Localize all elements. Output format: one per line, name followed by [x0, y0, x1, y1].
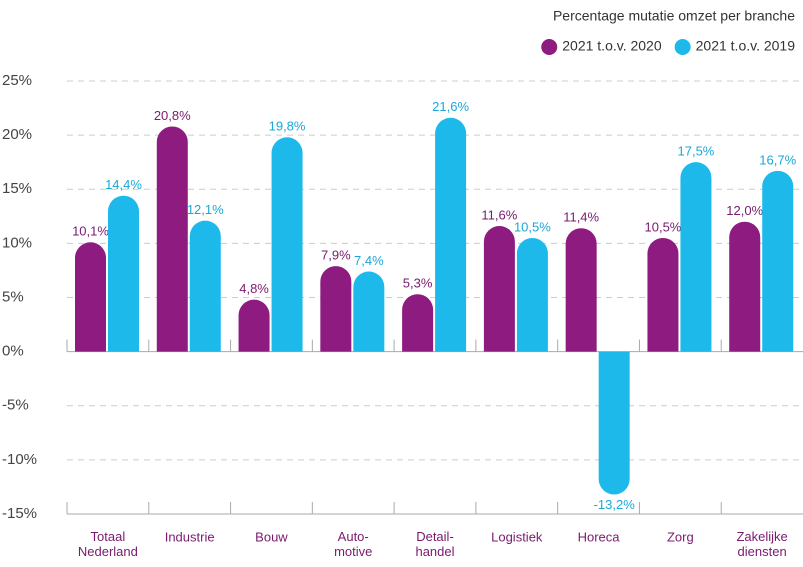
y-tick-label: 0% [2, 343, 24, 360]
x-tick-label: Logistiek [491, 529, 543, 544]
x-tick-label: Detail-handel [415, 529, 454, 559]
bar [271, 137, 303, 352]
value-label: 11,6% [481, 207, 517, 222]
y-tick-label: 20% [2, 126, 32, 143]
value-label: 14,4% [105, 177, 142, 192]
bar [435, 117, 467, 352]
bar [680, 162, 712, 352]
value-label: 10,5% [514, 219, 551, 234]
chart-title: Percentage mutatie omzet per branche [553, 8, 795, 24]
x-tick-label: Auto-motive [334, 529, 372, 559]
x-tick-label: Totaal Nederland [78, 529, 138, 559]
value-label: 17,5% [678, 144, 715, 159]
value-label: 21,6% [432, 99, 469, 114]
y-tick-label: 5% [2, 288, 24, 305]
bar [565, 228, 597, 352]
x-tick-label: Zorg [667, 529, 694, 544]
bar [238, 299, 270, 352]
bar [598, 351, 630, 495]
value-label: 7,9% [321, 248, 351, 263]
y-tick-label: -15% [2, 505, 37, 522]
y-tick-label: -10% [2, 451, 37, 468]
bar [320, 266, 352, 352]
legend-swatch [674, 39, 691, 55]
value-label: 7,4% [354, 253, 384, 268]
value-label: 20,8% [154, 108, 191, 123]
value-label: 19,8% [269, 119, 306, 134]
bar [483, 226, 515, 352]
bar [156, 126, 188, 352]
value-label: 10,5% [645, 219, 682, 234]
legend-label: 2021 t.o.v. 2020 [562, 38, 662, 54]
y-tick-label: 25% [2, 72, 32, 89]
x-tick-label: Horeca [578, 529, 621, 544]
y-tick-label: 10% [2, 234, 32, 251]
value-label: 12,0% [726, 203, 763, 218]
bar [75, 242, 106, 352]
bar [516, 237, 548, 352]
x-tick-label: Bouw [255, 529, 288, 544]
legend-swatch [541, 39, 558, 55]
value-label: -13,2% [594, 497, 636, 512]
y-tick-label: 15% [2, 180, 32, 197]
x-tick-label: Industrie [165, 529, 215, 544]
bar [189, 220, 221, 352]
value-label: 10,1% [72, 224, 109, 239]
y-tick-label: -5% [2, 397, 29, 414]
bar [647, 237, 679, 352]
bar [729, 221, 761, 352]
value-label: 12,1% [187, 202, 224, 217]
value-label: 5,3% [403, 276, 433, 291]
value-label: 16,7% [759, 152, 796, 167]
bar [402, 294, 434, 352]
legend-label: 2021 t.o.v. 2019 [696, 38, 796, 54]
value-label: 4,8% [239, 281, 269, 296]
x-tick-label: Zakelijke diensten [736, 529, 787, 559]
value-label: 11,4% [563, 210, 599, 225]
bar [762, 170, 794, 352]
bar [353, 271, 385, 352]
bar [108, 195, 139, 352]
